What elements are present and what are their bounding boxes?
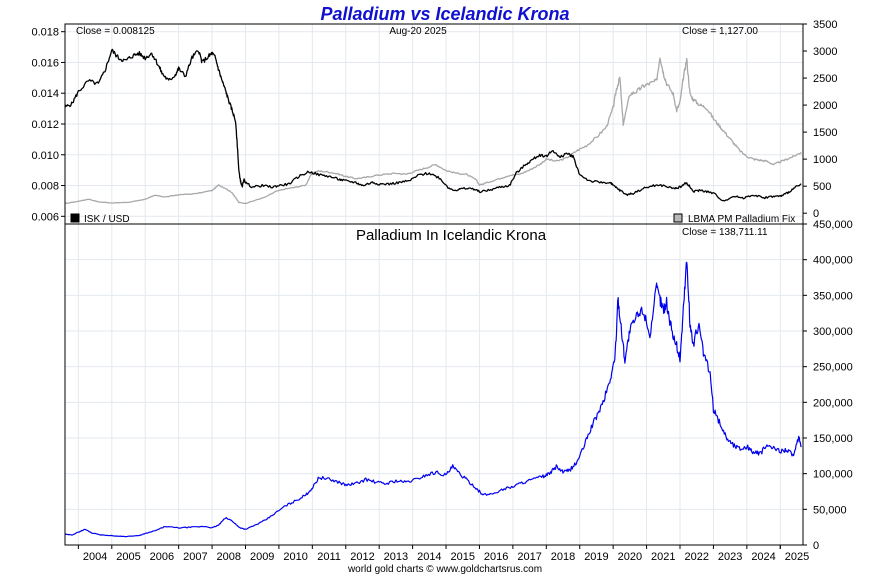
palladium-legend-swatch [673,213,683,223]
bottom-right-axis: 0 50,000 100,000 150,000 200,000 250,000 300,0… [803,219,853,552]
x-tick-label: 2004 [83,551,107,563]
x-tick-label: 2007 [183,551,207,563]
top-right-tick-label: 2000 [813,100,837,112]
top-right-tick-label: 2500 [813,73,837,85]
bottom-right-tick-label: 350,000 [813,290,853,302]
bottom-right-tick-label: 400,000 [813,255,853,267]
bottom-right-tick-label: 450,000 [813,219,853,231]
x-tick-label: 2014 [417,551,441,563]
top-left-tick-label: 0.008 [31,181,59,193]
top-left-tick-label: 0.014 [31,88,59,100]
x-tick-label: 2010 [283,551,307,563]
top-right-tick-label: 1500 [813,127,837,139]
bottom-right-tick-label: 0 [813,540,819,552]
x-tick-label: 2017 [517,551,541,563]
top-panel-grid [65,24,803,224]
bottom-right-tick-label: 200,000 [813,397,853,409]
top-right-tick-label: 1000 [813,154,837,166]
top-left-axis: 0.006 0.008 0.010 0.012 0.014 0.016 0.018 [31,27,65,223]
bottom-right-tick-label: 100,000 [813,469,853,481]
top-left-tick-label: 0.018 [31,27,59,39]
top-right-tick-label: 0 [813,208,819,220]
isk-legend-label: ISK / USD [84,214,130,225]
x-tick-label: 2018 [551,551,575,563]
footer-credit: world gold charts © www.goldchartsrus.co… [347,564,542,575]
palladium-in-krona-line [64,261,802,538]
palladium-legend-label: LBMA PM Palladium Fix [688,214,795,225]
x-tick-label: 2013 [384,551,408,563]
x-tick-label: 2025 [785,551,809,563]
top-left-tick-label: 0.016 [31,57,59,69]
palladium-close-label: Close = 1,127.00 [682,26,758,37]
x-tick-label: 2019 [584,551,608,563]
top-left-tick-label: 0.006 [31,211,59,223]
bottom-right-tick-label: 250,000 [813,362,853,374]
isk-legend-swatch [70,213,80,223]
date-label: Aug-20 2025 [389,26,447,37]
x-tick-label: 2016 [484,551,508,563]
bottom-right-tick-label: 150,000 [813,433,853,445]
bottom-panel-title: Palladium In Icelandic Krona [356,227,547,244]
x-tick-label: 2006 [150,551,174,563]
bottom-right-tick-label: 50,000 [813,504,847,516]
x-tick-label: 2021 [651,551,675,563]
bottom-panel-series [64,261,802,538]
krona-close-label: Close = 138,711.11 [682,227,768,238]
chart-title: Palladium vs Icelandic Krona [320,4,569,24]
top-right-tick-label: 500 [813,181,831,193]
x-tick-label: 2015 [451,551,475,563]
x-tick-label: 2012 [350,551,374,563]
top-right-tick-label: 3500 [813,19,837,31]
x-tick-label: 2022 [684,551,708,563]
top-left-tick-label: 0.010 [31,150,59,162]
x-tick-label: 2024 [751,551,775,563]
top-right-axis: 0 500 1000 1500 2000 2500 3000 3500 [803,19,837,220]
bottom-panel-frame [64,223,804,546]
bottom-right-tick-label: 300,000 [813,326,853,338]
bottom-panel-grid [65,223,803,546]
isk-close-label: Close = 0.008125 [76,26,155,37]
x-tick-label: 2009 [250,551,274,563]
isk-usd-line [64,48,802,202]
palladium-fix-line [64,57,802,205]
top-panel-series [64,48,802,205]
top-left-tick-label: 0.012 [31,119,59,131]
x-tick-label: 2020 [618,551,642,563]
x-tick-label: 2005 [116,551,140,563]
x-axis: 2004 2005 2006 2007 2008 2009 2010 2011 2012 2013… [77,545,809,563]
top-right-tick-label: 3000 [813,46,837,58]
x-tick-label: 2011 [317,551,341,563]
x-tick-label: 2008 [217,551,241,563]
x-tick-label: 2023 [718,551,742,563]
